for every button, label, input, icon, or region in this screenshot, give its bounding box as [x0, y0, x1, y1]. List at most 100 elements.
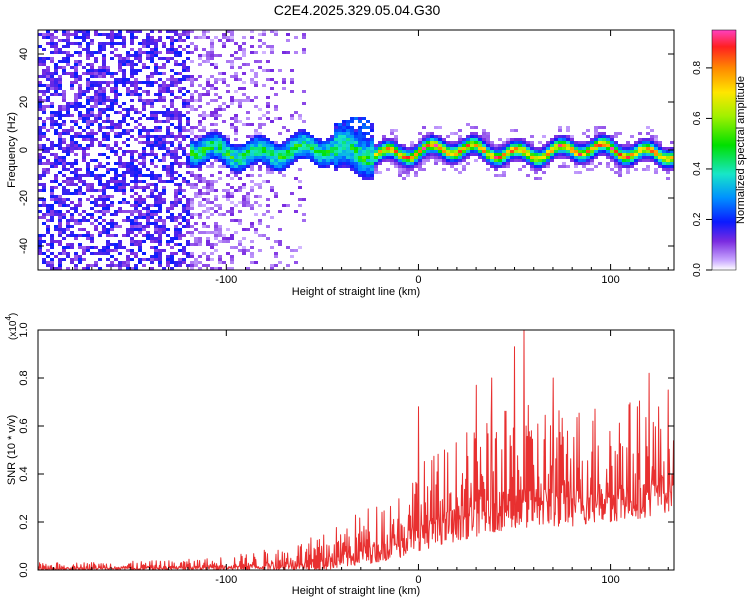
heatmap-cell-2239	[254, 72, 258, 75]
heatmap-cell-1021	[130, 153, 134, 156]
heatmap-cell-3296	[590, 156, 594, 159]
heatmap-cell-3449	[650, 153, 654, 156]
heatmap-cell-2129	[238, 153, 242, 156]
heatmap-cell-2813	[398, 150, 402, 153]
heatmap-cell-11	[38, 102, 42, 105]
heatmap-cell-416	[74, 135, 78, 138]
heatmap-cell-2820	[398, 171, 402, 174]
heatmap-cell-2862	[414, 174, 418, 177]
heatmap-cell-3390	[626, 162, 630, 165]
heatmap-cell-2184	[246, 135, 250, 138]
heatmap-cell-1188	[146, 66, 150, 69]
heatmap-cell-1693	[190, 150, 194, 153]
heatmap-cell-1878	[210, 57, 214, 60]
heatmap-cell-104	[46, 150, 50, 153]
heatmap-cell-1903	[210, 189, 214, 192]
heatmap-cell-13	[38, 108, 42, 111]
heatmap-cell-1392	[162, 165, 166, 168]
heatmap-cell-2318	[266, 78, 270, 81]
heatmap-cell-1837	[206, 81, 210, 84]
heatmap-cell-2941	[446, 150, 450, 153]
heatmap-cell-1451	[170, 48, 174, 51]
heatmap-cell-3257	[574, 162, 578, 165]
heatmap-cell-2339	[266, 210, 270, 213]
heatmap-cell-803	[110, 81, 114, 84]
heatmap-cell-2643	[346, 162, 350, 165]
heatmap-cell-3073	[498, 159, 502, 162]
heatmap-cell-492	[82, 66, 86, 69]
heatmap-cell-3035	[482, 159, 486, 162]
heatmap-cell-2109	[234, 171, 238, 174]
heatmap-cell-1920	[214, 93, 218, 96]
heatmap-cell-2734	[370, 126, 374, 129]
snr-xlabel: Height of straight line (km)	[292, 585, 420, 597]
heatmap-cell-3024	[478, 156, 482, 159]
heatmap-cell-2222	[250, 165, 254, 168]
heatmap-cell-3472	[658, 165, 662, 168]
heatmap-cell-3242	[570, 138, 574, 141]
heatmap-cell-2797	[390, 159, 394, 162]
heatmap-cell-500	[82, 129, 86, 132]
heatmap-cell-688	[98, 189, 102, 192]
heatmap-cell-2606	[338, 147, 342, 150]
heatmap-cell-3149	[530, 156, 534, 159]
heatmap-cell-2383	[274, 168, 278, 171]
heatmap-cell-3259	[574, 171, 578, 174]
heatmap-cell-2880	[422, 147, 426, 150]
heatmap-cell-3460	[654, 159, 658, 162]
heatmap-cell-641	[94, 174, 98, 177]
heatmap-cell-3140	[526, 159, 530, 162]
heatmap-cell-52	[42, 93, 46, 96]
heatmap-cell-3471	[658, 162, 662, 165]
heatmap-cell-3496	[670, 159, 674, 162]
heatmap-cell-2497	[302, 36, 306, 39]
heatmap-cell-93	[46, 78, 50, 81]
heatmap-cell-967	[126, 87, 130, 90]
heatmap-cell-2021	[226, 135, 230, 138]
heatmap-cell-189	[54, 111, 58, 114]
heatmap-cell-1976	[218, 213, 222, 216]
heatmap-cell-2266	[258, 45, 262, 48]
heatmap-cell-204	[54, 186, 58, 189]
heatmap-cell-142	[50, 120, 54, 123]
heatmap-cell-2470	[294, 150, 298, 153]
heatmap-cell-1757	[198, 84, 202, 87]
heatmap-cell-2143	[238, 240, 242, 243]
heatmap-cell-321	[66, 63, 70, 66]
heatmap-cell-3348	[610, 156, 614, 159]
heatmap-cell-942	[122, 165, 126, 168]
heatmap-cell-2648	[350, 129, 354, 132]
heatmap-cell-2823	[402, 147, 406, 150]
heatmap-cell-1157	[142, 147, 146, 150]
heatmap-cell-1873	[210, 42, 214, 45]
heatmap-cell-2818	[398, 165, 402, 168]
heatmap-cell-325	[66, 108, 70, 111]
heatmap-cell-1680	[190, 84, 194, 87]
heatmap-cell-2394	[278, 147, 282, 150]
heatmap-cell-2433	[286, 150, 290, 153]
heatmap-cell-787	[106, 243, 110, 246]
heatmap-ytick-label--40: -40	[18, 238, 30, 254]
heatmap-cell-1145	[142, 66, 146, 69]
heatmap-cell-609	[90, 216, 94, 219]
heatmap-cell-177	[54, 48, 58, 51]
heatmap-cell-36	[38, 240, 42, 243]
heatmap-cell-2468	[294, 144, 298, 147]
heatmap-cell-923	[122, 60, 126, 63]
heatmap-cell-230	[58, 117, 62, 120]
heatmap-cell-447	[78, 54, 82, 57]
heatmap-cell-2473	[294, 159, 298, 162]
heatmap-cell-3359	[614, 159, 618, 162]
heatmap-cell-1108	[138, 111, 142, 114]
heatmap-cell-1548	[178, 63, 182, 66]
heatmap-cell-990	[126, 234, 130, 237]
heatmap-cell-151	[50, 180, 54, 183]
heatmap-cell-855	[114, 144, 118, 147]
heatmap-cell-3492	[670, 147, 674, 150]
heatmap-cell-1523	[174, 177, 178, 180]
heatmap-cell-2295	[262, 33, 266, 36]
heatmap-cell-210	[54, 225, 58, 228]
heatmap-cell-1580	[178, 228, 182, 231]
heatmap-cell-2431	[286, 144, 290, 147]
heatmap-cell-2628	[342, 165, 346, 168]
